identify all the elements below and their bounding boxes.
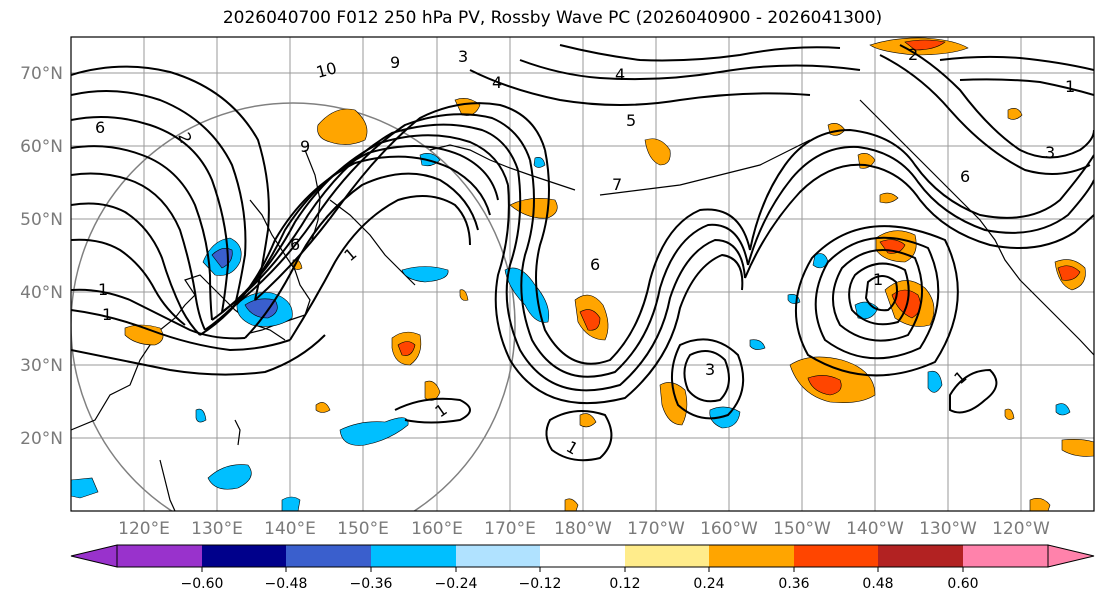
colorbar-swatch [963, 545, 1048, 567]
colorbar-tick-label: 0.60 [947, 576, 978, 592]
contour-label: 3 [1045, 143, 1055, 162]
lon-label: 150°W [773, 519, 831, 539]
lon-label: 130°E [191, 519, 243, 539]
lon-label: 150°E [337, 519, 389, 539]
lon-label: 170°W [627, 519, 685, 539]
colorbar-swatch [709, 545, 794, 567]
contour-label: 10 [314, 58, 339, 82]
contour-label: 1 [1065, 77, 1075, 96]
colorbar-swatch [625, 545, 709, 567]
lon-label: 160°E [411, 519, 463, 539]
contour-label: 9 [300, 137, 310, 156]
colorbar-swatch [371, 545, 456, 567]
lon-label: 160°W [700, 519, 758, 539]
contour-label: 6 [590, 255, 600, 274]
lon-label: 180°W [554, 519, 612, 539]
lon-label: 140°W [846, 519, 904, 539]
negative-anomalies [71, 153, 1071, 511]
colorbar-swatch [117, 545, 202, 567]
lat-label: 30°N [20, 356, 63, 376]
region-circle [71, 102, 516, 511]
colorbar-tick-label: −0.24 [435, 576, 478, 592]
lon-label: 170°E [484, 519, 536, 539]
colorbar-swatch [202, 545, 286, 567]
colorbar-swatch [286, 545, 371, 567]
contour-label: 1 [873, 270, 883, 289]
contour-label: 3 [458, 47, 468, 66]
pv-contours [71, 44, 1094, 462]
colorbar-swatch [540, 545, 625, 567]
contour-label: 1 [98, 280, 108, 299]
lon-label: 120°E [118, 519, 170, 539]
colorbar-tick-label: −0.48 [265, 576, 308, 592]
colorbar-swatch [794, 545, 878, 567]
contour-label: 6 [95, 118, 105, 137]
lon-label: 120°W [992, 519, 1050, 539]
colorbar-tick-label: −0.12 [519, 576, 562, 592]
lat-label: 20°N [20, 429, 63, 449]
contour-label: 5 [626, 111, 636, 130]
contour-labels: 10 6 4 3 2 1 1 6 1 5 4 7 6 3 1 1 1 6 3 1… [95, 45, 1075, 459]
colorbar-tick-label: 0.36 [778, 576, 809, 592]
colorbar-swatch [878, 545, 963, 567]
contour-label: 4 [492, 73, 502, 92]
lon-label: 130°W [919, 519, 977, 539]
colorbar-tick-label: −0.60 [181, 576, 224, 592]
contour-label: 9 [390, 53, 400, 72]
colorbar-extend-min [71, 545, 117, 567]
contour-label: 1 [102, 305, 112, 324]
contour-label: 4 [615, 65, 625, 84]
colorbar-extend-max [1048, 545, 1094, 567]
contour-label: 2 [908, 45, 918, 64]
colorbar-tick-label: 0.48 [862, 576, 893, 592]
lat-label: 40°N [20, 283, 63, 303]
contour-label: 6 [960, 167, 970, 186]
longitude-labels: 120°E 130°E 140°E 150°E 160°E 170°E 180°… [118, 519, 1050, 539]
map-title: 2026040700 F012 250 hPa PV, Rossby Wave … [222, 8, 883, 28]
contour-label: 3 [705, 360, 715, 379]
plot-frame [70, 36, 1095, 512]
colorbar-tick-label: 0.12 [609, 576, 640, 592]
colorbar-tick-label: −0.36 [350, 576, 393, 592]
lat-label: 60°N [20, 137, 63, 157]
lat-label: 70°N [20, 64, 63, 84]
colorbar-swatch [456, 545, 540, 567]
colorbar-tick-label: 0.24 [693, 576, 724, 592]
lon-label: 140°E [264, 519, 316, 539]
latitude-labels: 70°N 60°N 50°N 40°N 30°N 20°N [20, 64, 63, 449]
lat-label: 50°N [20, 210, 63, 230]
contour-label: 6 [290, 235, 300, 254]
contour-label: 7 [612, 175, 622, 194]
colorbar: −0.60 −0.48 −0.36 −0.24 −0.12 0.12 0.24 … [70, 544, 1095, 592]
